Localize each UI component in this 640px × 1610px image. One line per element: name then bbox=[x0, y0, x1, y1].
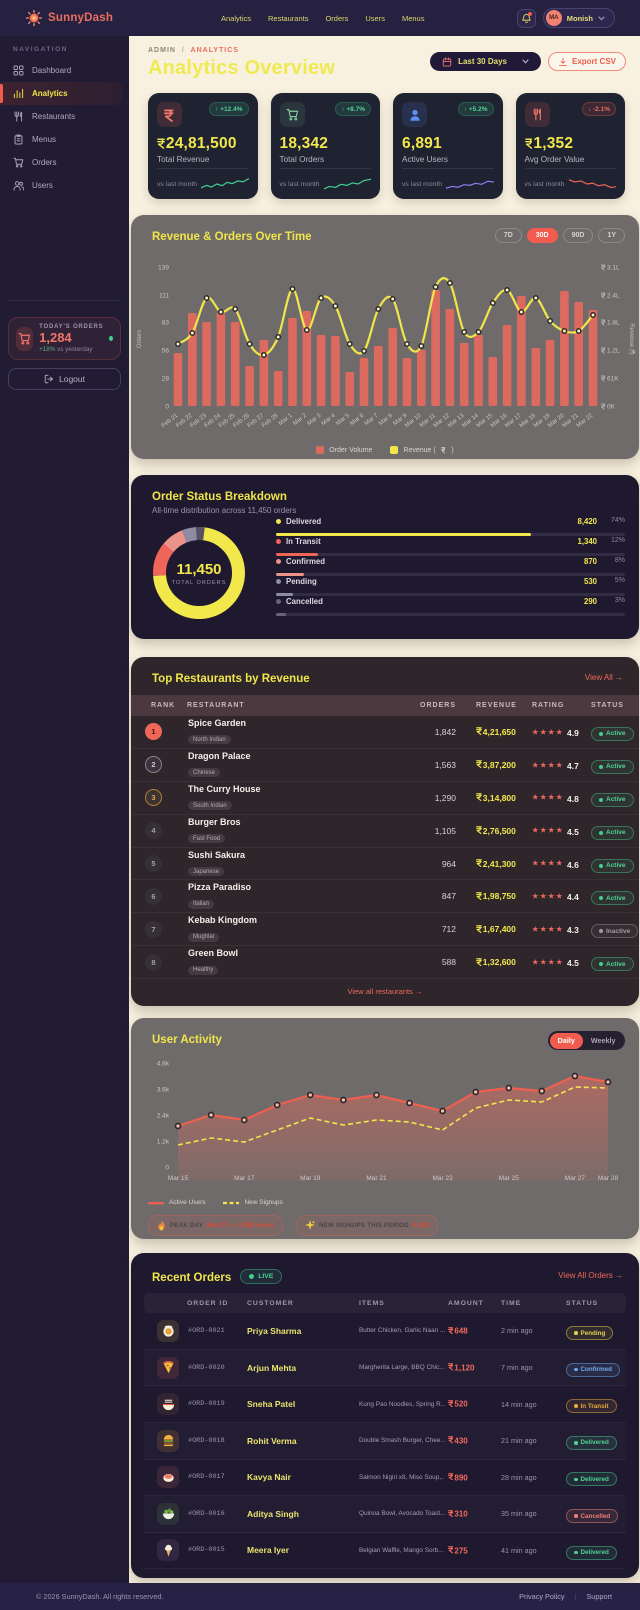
svg-text:56: 56 bbox=[162, 348, 170, 355]
svg-text:Mar 27: Mar 27 bbox=[565, 1175, 586, 1182]
svg-text:Mar 19: Mar 19 bbox=[300, 1175, 321, 1182]
svg-text:Mar 23: Mar 23 bbox=[432, 1175, 453, 1182]
svg-text:3.6k: 3.6k bbox=[157, 1087, 170, 1094]
svg-text:Mar 21: Mar 21 bbox=[366, 1175, 387, 1182]
svg-text:1.2k: 1.2k bbox=[157, 1139, 170, 1146]
svg-text:Mar 15: Mar 15 bbox=[168, 1175, 189, 1182]
svg-text:Mar 17: Mar 17 bbox=[234, 1175, 255, 1182]
svg-text:28: 28 bbox=[162, 376, 170, 383]
svg-text:Mar 6: Mar 6 bbox=[349, 412, 365, 427]
svg-text:1.8L: 1.8L bbox=[607, 320, 620, 327]
svg-text:0K: 0K bbox=[607, 404, 616, 411]
svg-text:Orders: Orders bbox=[137, 330, 143, 348]
svg-text:2.4L: 2.4L bbox=[607, 293, 620, 300]
svg-text:2.4k: 2.4k bbox=[157, 1113, 170, 1120]
svg-text:Mar 5: Mar 5 bbox=[335, 412, 351, 427]
svg-text:Mar 8: Mar 8 bbox=[378, 412, 394, 427]
svg-text:111: 111 bbox=[159, 293, 169, 300]
svg-text:Mar 22: Mar 22 bbox=[576, 412, 595, 429]
svg-text:0: 0 bbox=[165, 1165, 169, 1172]
svg-text:Mar 3: Mar 3 bbox=[307, 412, 323, 427]
svg-text:3.1L: 3.1L bbox=[607, 265, 620, 272]
svg-text:1.2L: 1.2L bbox=[607, 348, 620, 355]
svg-text:61K: 61K bbox=[607, 376, 619, 383]
svg-text:4.8k: 4.8k bbox=[157, 1061, 170, 1068]
svg-text:Mar 7: Mar 7 bbox=[364, 412, 380, 427]
svg-text:83: 83 bbox=[162, 320, 170, 327]
svg-text:Mar 1: Mar 1 bbox=[278, 412, 294, 427]
svg-text:Mar 2: Mar 2 bbox=[292, 412, 308, 427]
svg-text:0: 0 bbox=[165, 404, 169, 411]
svg-text:Mar 4: Mar 4 bbox=[321, 412, 337, 427]
svg-text:Feb 28: Feb 28 bbox=[261, 412, 280, 429]
svg-text:Revenue ( ): Revenue ( ) bbox=[628, 323, 634, 354]
svg-text:Mar 28: Mar 28 bbox=[598, 1175, 619, 1182]
svg-text:Mar 25: Mar 25 bbox=[499, 1175, 520, 1182]
svg-text:139: 139 bbox=[158, 265, 169, 272]
